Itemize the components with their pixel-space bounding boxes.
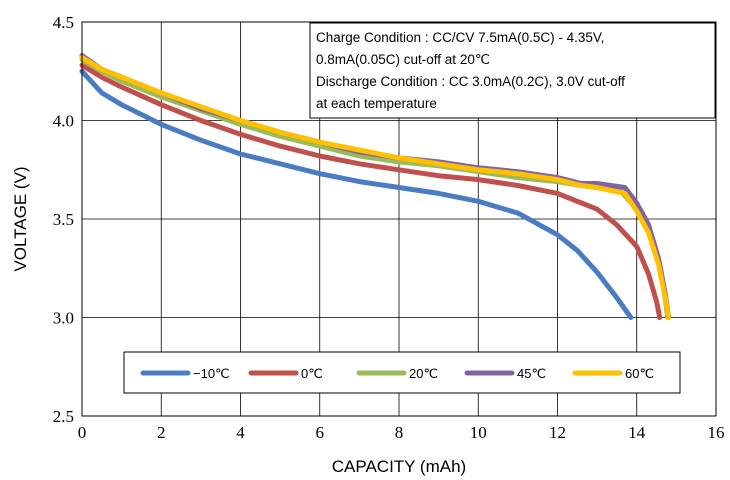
legend-label-4: 60℃ xyxy=(625,366,654,381)
annotation-line-4: at each temperature xyxy=(316,96,437,111)
x-tick-label: 8 xyxy=(395,423,404,442)
series-lines xyxy=(79,53,671,320)
y-tick-label: 4.0 xyxy=(53,112,74,131)
annotation-box: Charge Condition : CC/CV 7.5mA(0.5C) - 4… xyxy=(309,22,716,119)
series-line-1 xyxy=(79,62,663,320)
x-tick-labels: 0 2 4 6 8 10 12 14 16 xyxy=(78,423,725,442)
x-tick-label: 2 xyxy=(157,423,166,442)
plot-border xyxy=(81,21,717,417)
annotation-line-2: 0.8mA(0.05C) cut-off at 20℃ xyxy=(316,52,490,67)
x-tick-label: 0 xyxy=(78,423,87,442)
legend-label-3: 45℃ xyxy=(517,366,546,381)
legend: −10℃ 0℃ 20℃ 45℃ 60℃ xyxy=(123,351,681,394)
legend-label-0: −10℃ xyxy=(193,366,230,381)
y-tick-label: 3.5 xyxy=(53,210,74,229)
x-tick-label: 12 xyxy=(549,423,566,442)
y-tick-label: 2.5 xyxy=(53,407,74,426)
annotation-line-3: Discharge Condition : CC 3.0mA(0.2C), 3.… xyxy=(316,74,625,89)
y-tick-label: 4.5 xyxy=(53,13,74,32)
annotation-frame xyxy=(309,22,716,119)
series-line-0 xyxy=(79,68,634,320)
x-tick-label: 10 xyxy=(470,423,487,442)
x-tick-label: 16 xyxy=(708,423,725,442)
x-tick-label: 6 xyxy=(316,423,325,442)
annotation-line-1: Charge Condition : CC/CV 7.5mA(0.5C) - 4… xyxy=(316,30,604,45)
legend-label-1: 0℃ xyxy=(301,366,323,381)
series-line-4 xyxy=(79,55,671,320)
y-tick-labels: 2.5 3.0 3.5 4.0 4.5 xyxy=(53,13,74,426)
y-axis-title: VOLTAGE (V) xyxy=(11,166,30,271)
x-tick-label: 4 xyxy=(236,423,245,442)
y-tick-label: 3.0 xyxy=(53,309,74,328)
legend-items: −10℃ 0℃ 20℃ 45℃ 60℃ xyxy=(140,366,654,381)
legend-label-2: 20℃ xyxy=(409,366,438,381)
x-tick-label: 14 xyxy=(628,423,646,442)
x-axis-title: CAPACITY (mAh) xyxy=(332,457,466,476)
